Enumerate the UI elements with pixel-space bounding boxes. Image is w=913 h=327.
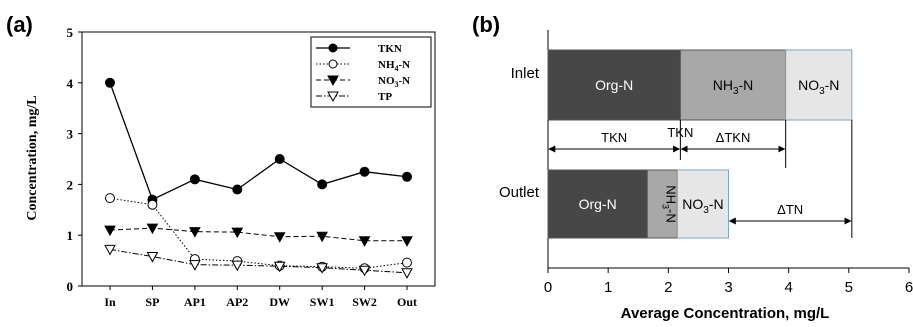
panel-a: (a) Concentration, mg/L 0 1 2 3 4 5 In SP AP1 AP… xyxy=(6,12,436,309)
series-line xyxy=(109,248,408,274)
data-point xyxy=(401,236,413,247)
data-point xyxy=(273,261,286,273)
annotation-delta-tn-label: ΔTN xyxy=(777,202,803,217)
x-tick-label: 2 xyxy=(664,279,672,296)
data-point xyxy=(189,260,201,271)
legend-item-tkn: TKN xyxy=(316,43,402,55)
y-tick-label: 5 xyxy=(67,25,74,40)
panel-b-label: (b) xyxy=(472,12,500,37)
y-tick-label: 4 xyxy=(67,76,74,91)
data-point xyxy=(104,244,116,256)
data-point xyxy=(273,232,286,243)
legend-marker-tkn xyxy=(328,43,338,53)
row-label-outlet: Outlet xyxy=(499,184,540,201)
data-point xyxy=(146,252,159,263)
bar-segment xyxy=(676,169,730,239)
data-point xyxy=(402,257,412,268)
data-point xyxy=(147,199,158,210)
data-point xyxy=(316,231,328,243)
bar-segment xyxy=(679,49,787,121)
series-line xyxy=(109,227,407,242)
legend-item-tp: TP xyxy=(316,91,392,103)
data-point xyxy=(402,171,412,182)
panel-b-x-ticks: 0 1 2 3 4 5 6 xyxy=(544,268,913,296)
series-2 xyxy=(104,223,413,247)
panel-a-legend: TKN NH4-N NO3-N TP xyxy=(310,36,432,108)
legend-marker-tp xyxy=(327,91,339,103)
data-point xyxy=(189,227,201,238)
series-0 xyxy=(105,77,412,205)
legend-label-tkn: TKN xyxy=(378,43,402,55)
data-point xyxy=(401,268,413,279)
x-tick-label: AP1 xyxy=(184,295,206,309)
x-tick-label: DW xyxy=(269,295,290,309)
panel-b-bars xyxy=(547,49,853,239)
data-point xyxy=(359,166,370,177)
panel-b-annotations: TKN TKN ΔTKN ΔTN xyxy=(547,120,853,238)
series-line xyxy=(109,197,408,269)
annotation-delta-tkn-label: ΔTKN xyxy=(716,130,751,145)
data-point xyxy=(231,227,244,239)
panel-a-x-ticks: In SP AP1 AP2 DW SW1 SW2 Out xyxy=(104,286,417,309)
data-point xyxy=(105,77,115,88)
annotation-tkn-label: TKN xyxy=(601,130,627,145)
bar-segment xyxy=(547,169,648,239)
row-label-inlet: Inlet xyxy=(511,65,540,82)
data-point xyxy=(189,174,200,185)
x-tick-label: 0 xyxy=(544,279,552,296)
data-point xyxy=(316,263,328,274)
x-tick-label: 5 xyxy=(845,279,853,296)
bar-label-outlet-no3-n: NO3-N xyxy=(682,196,723,216)
bar-label-inlet-org-n: Org-N xyxy=(595,77,633,93)
panel-a-plot-frame xyxy=(81,31,436,287)
panel-a-label: (a) xyxy=(6,12,33,37)
panel-b: (b) Inlet Outlet 0 1 2 3 4 5 6 Average Concent… xyxy=(472,12,913,322)
y-tick-label: 3 xyxy=(67,127,74,142)
data-point xyxy=(105,193,115,204)
series-line xyxy=(109,82,408,201)
data-point xyxy=(358,236,371,247)
bar-segment xyxy=(785,49,853,121)
x-tick-label: AP2 xyxy=(226,295,248,309)
x-tick-label: 1 xyxy=(604,279,612,296)
legend-item-nh4: NH4-N xyxy=(316,59,410,73)
x-tick-label: SW2 xyxy=(352,295,377,309)
panel-b-bar-labels: Org-N NH3-N NO3-N Org-N NH3-N NO3-N xyxy=(579,77,840,223)
x-tick-label: In xyxy=(104,295,116,309)
bar-label-inlet-no3-n: NO3-N xyxy=(798,77,839,97)
panel-a-y-axis-title: Concentration, mg/L xyxy=(25,95,40,220)
data-point xyxy=(317,179,328,190)
bar-segment xyxy=(547,49,681,121)
x-tick-label: 4 xyxy=(784,279,792,296)
bar-label-outlet-org-n: Org-N xyxy=(579,196,617,212)
panel-a-y-ticks: 0 1 2 3 4 5 xyxy=(67,25,82,294)
data-point xyxy=(146,223,159,235)
bar-label-outlet-nh3-n: NH3-N xyxy=(660,185,678,223)
y-tick-label: 0 xyxy=(67,279,74,294)
legend-marker-nh4 xyxy=(328,59,338,69)
legend-item-no3: NO3-N xyxy=(316,75,410,89)
data-point xyxy=(274,154,285,164)
legend-label-no3: NO3-N xyxy=(378,75,410,89)
x-tick-label: Out xyxy=(397,295,417,309)
panel-a-series xyxy=(104,77,413,279)
legend-label-tp: TP xyxy=(378,91,392,103)
x-tick-label: SW1 xyxy=(310,295,335,309)
legend-marker-no3 xyxy=(327,75,339,87)
y-tick-label: 2 xyxy=(67,177,74,192)
bar-label-inlet-nh3-n: NH3-N xyxy=(713,77,754,97)
data-point xyxy=(232,184,243,195)
y-tick-label: 1 xyxy=(67,228,74,243)
panel-b-x-axis-title: Average Concentration, mg/L xyxy=(621,305,830,322)
data-point xyxy=(358,265,371,277)
legend-label-nh4: NH4-N xyxy=(378,59,410,73)
x-tick-label: 3 xyxy=(724,279,732,296)
data-point xyxy=(231,260,244,272)
series-1 xyxy=(105,193,412,274)
data-point xyxy=(104,225,116,237)
x-tick-label: SP xyxy=(145,295,159,309)
x-tick-label: 6 xyxy=(905,279,913,296)
series-3 xyxy=(104,244,413,279)
